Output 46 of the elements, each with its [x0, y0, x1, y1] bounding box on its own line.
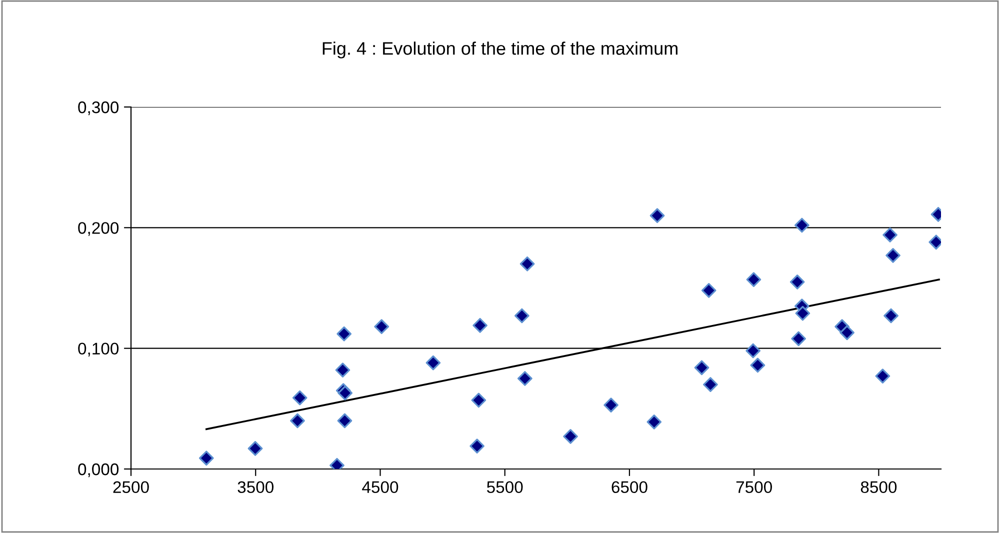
point — [790, 274, 805, 290]
point — [292, 390, 308, 406]
point — [472, 318, 488, 333]
point — [517, 371, 532, 386]
point — [794, 218, 810, 233]
point — [335, 362, 350, 378]
point — [746, 343, 761, 358]
x-tick-label: 5500 — [486, 481, 523, 494]
point — [514, 308, 530, 324]
point — [337, 413, 352, 428]
point — [471, 392, 486, 408]
point — [374, 319, 390, 334]
point — [336, 326, 352, 342]
point — [248, 441, 263, 456]
point — [520, 256, 535, 272]
point — [290, 413, 305, 428]
x-tick-label: 2500 — [113, 481, 149, 494]
point — [840, 325, 854, 340]
point — [470, 438, 484, 454]
point — [791, 331, 806, 346]
point — [426, 355, 441, 370]
point — [875, 368, 890, 384]
x-tick-label: 4500 — [362, 481, 398, 494]
point — [563, 428, 578, 444]
x-tick-label: 7500 — [736, 481, 772, 494]
x-tick-label: 6500 — [612, 481, 648, 494]
point — [703, 377, 718, 392]
point — [701, 282, 716, 298]
x-tick-label: 3500 — [238, 481, 274, 494]
chart-title: Fig. 4 : Evolution of the time of the maximum — [322, 42, 678, 58]
point — [694, 360, 710, 376]
y-tick-label: 0,100 — [78, 342, 119, 357]
point — [750, 358, 766, 373]
point — [604, 398, 618, 412]
y-tick-label: 0,000 — [78, 463, 119, 478]
point — [746, 272, 762, 287]
x-tick-label: 8500 — [860, 481, 897, 494]
point — [884, 308, 898, 324]
point — [198, 450, 214, 466]
point — [646, 414, 662, 430]
point — [882, 227, 898, 242]
point — [650, 208, 665, 224]
point — [886, 248, 900, 263]
point — [795, 306, 810, 321]
y-tick-label: 0,300 — [78, 101, 119, 116]
y-tick-label: 0,200 — [78, 222, 119, 236]
